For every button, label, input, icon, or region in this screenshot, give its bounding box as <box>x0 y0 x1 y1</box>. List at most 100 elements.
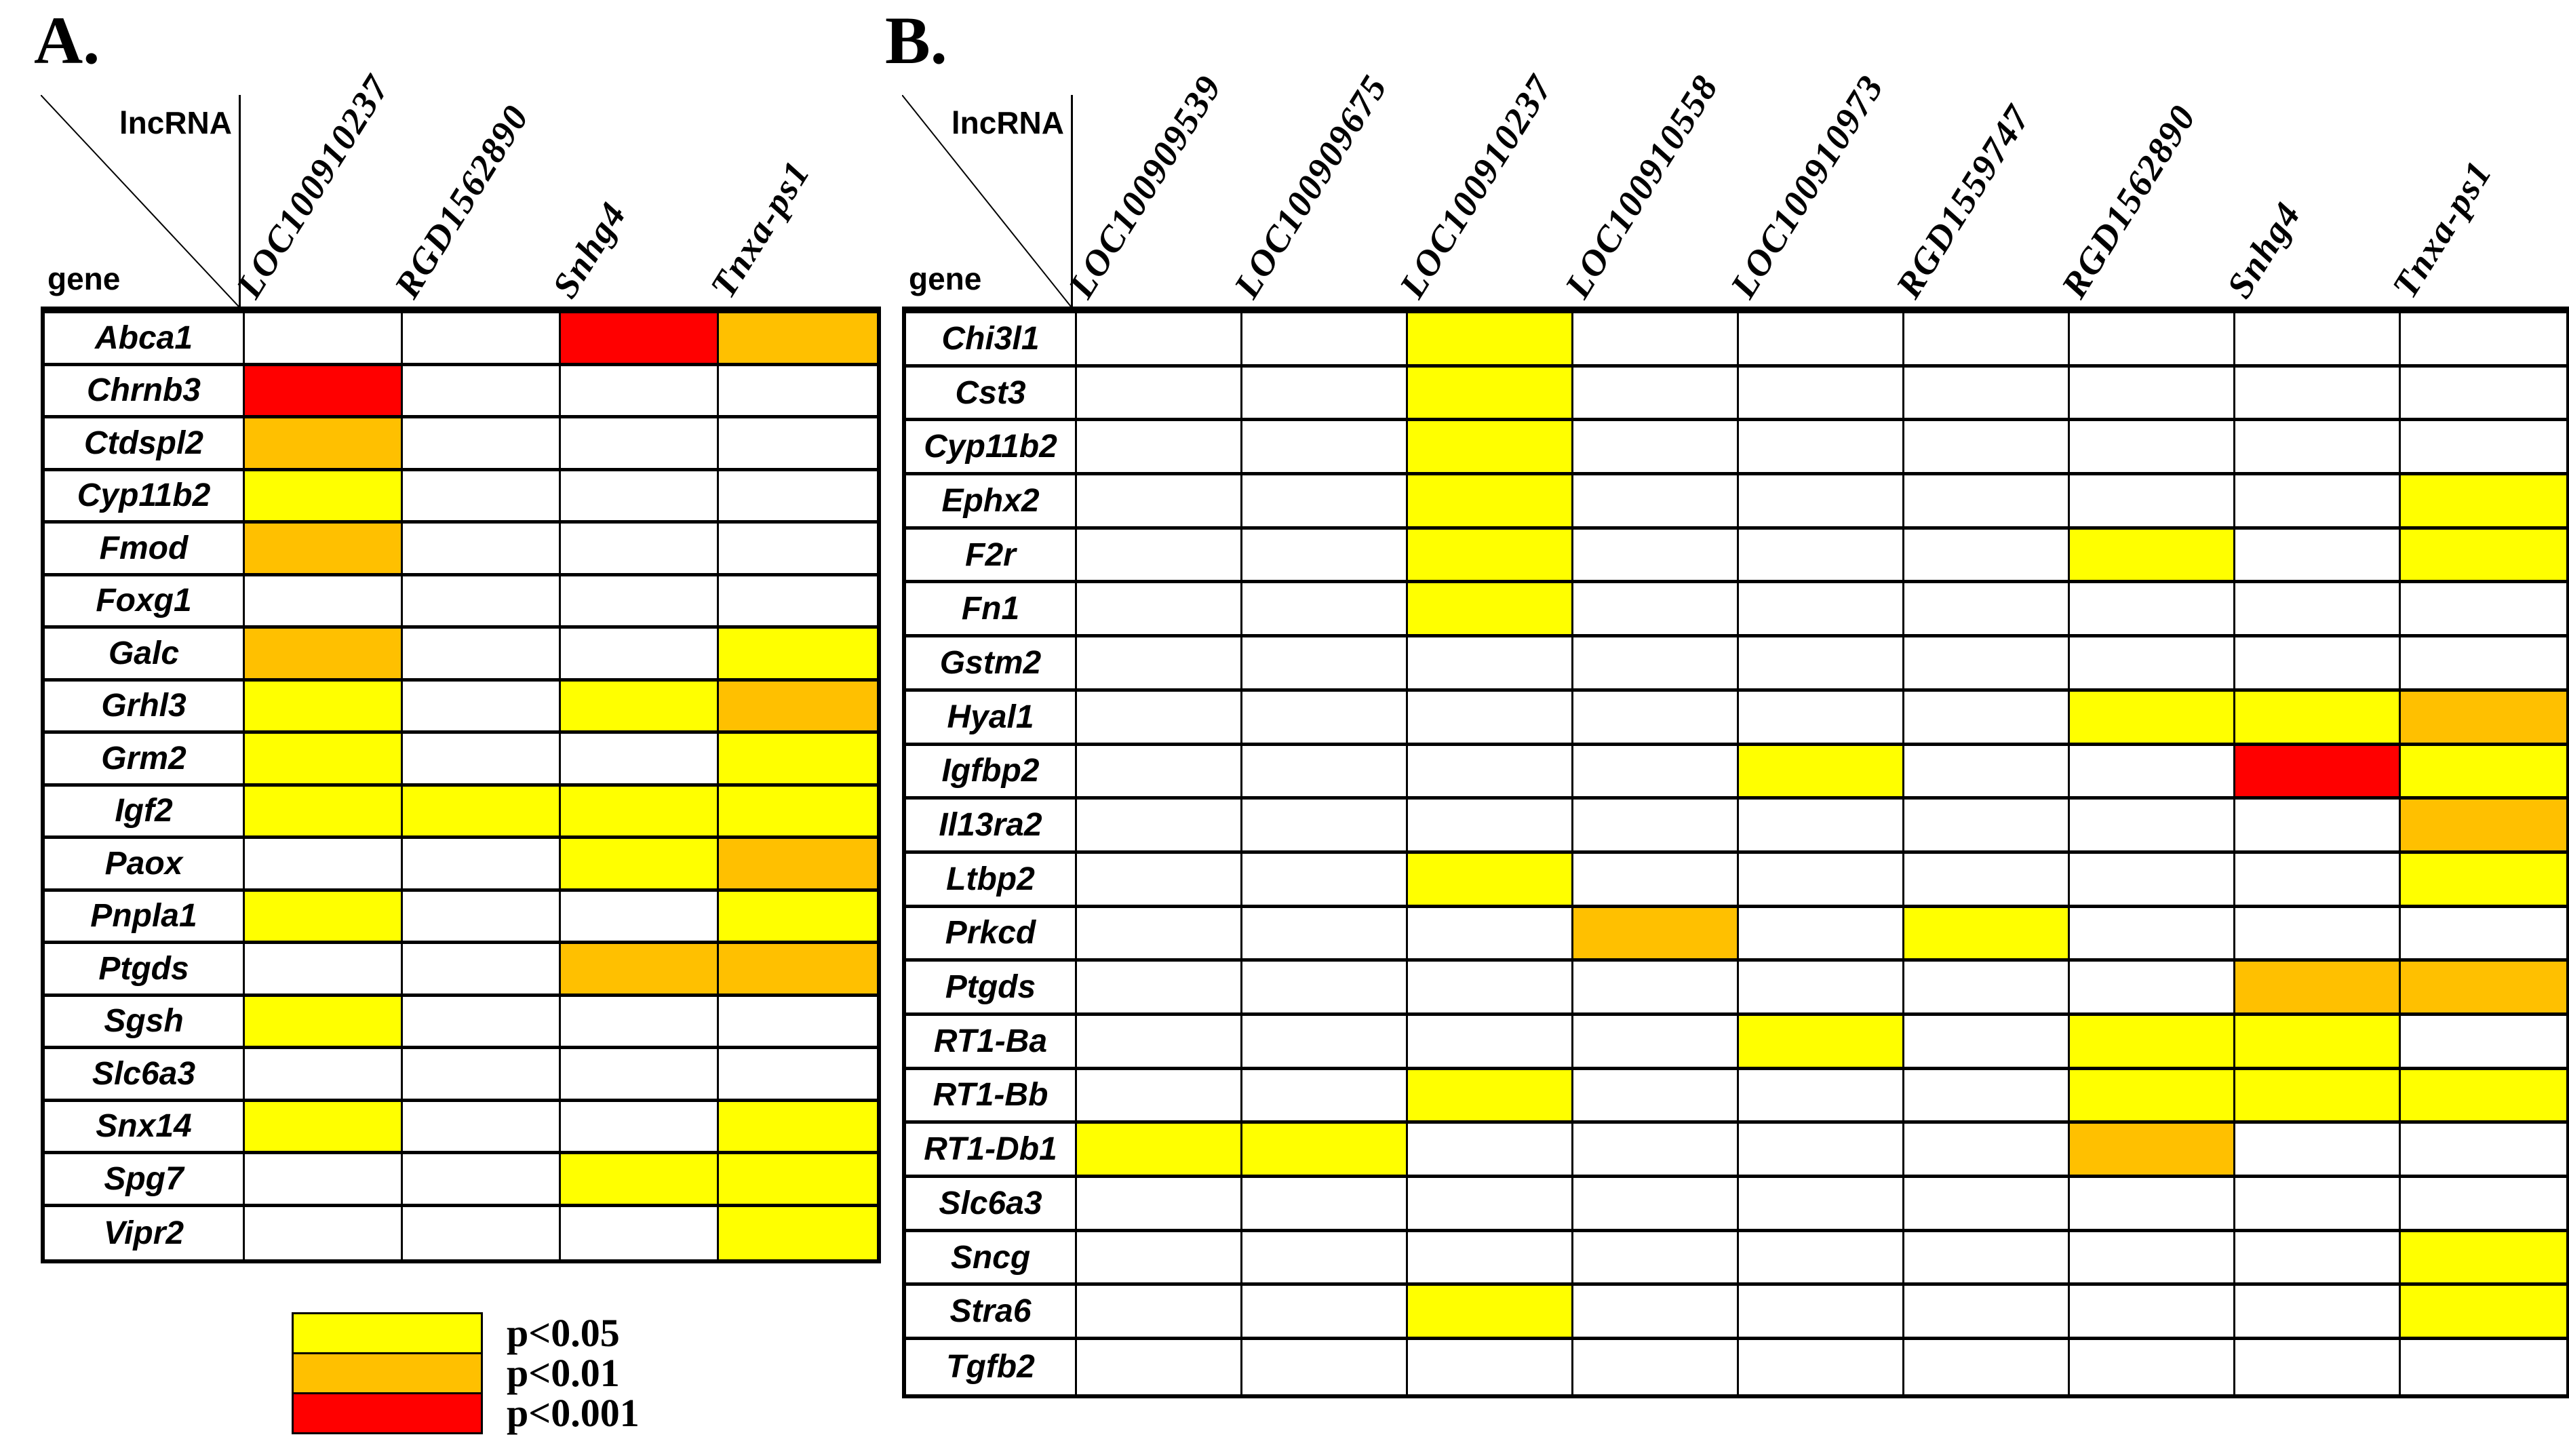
heatmap-cell <box>1573 583 1739 638</box>
heatmap-cell <box>1739 1178 1904 1232</box>
heatmap-cell <box>561 313 719 366</box>
heatmap-cell <box>403 524 561 576</box>
heatmap-cell <box>2070 907 2235 962</box>
table-row: Ctdspl2 <box>45 418 877 471</box>
heatmap-cell <box>1904 1340 2070 1394</box>
heatmap-cell <box>719 786 877 839</box>
gene-name-cell: Ctdspl2 <box>45 418 245 471</box>
gene-name-cell: Paox <box>45 839 245 892</box>
heatmap-cell <box>1242 1340 1408 1394</box>
column-header-loc100909675: LOC100909675 <box>1225 67 1396 305</box>
heatmap-cell <box>1242 853 1408 908</box>
heatmap-cell <box>1408 583 1573 638</box>
heatmap-cell <box>403 681 561 734</box>
heatmap-cell <box>2070 745 2235 800</box>
heatmap-cell <box>561 996 719 1049</box>
heatmap-cell <box>1242 745 1408 800</box>
gene-name-cell: Igf2 <box>45 786 245 839</box>
heatmap-cell <box>719 734 877 787</box>
table-row: Cst3 <box>906 367 2566 422</box>
legend-item-label: p<0.01 <box>507 1351 620 1395</box>
heatmap-cell <box>1077 1286 1242 1341</box>
heatmap-cell <box>245 1101 403 1154</box>
heatmap-cell <box>561 524 719 576</box>
heatmap-cell <box>245 839 403 892</box>
heatmap-cell <box>1739 1069 1904 1124</box>
heatmap-cell <box>2070 367 2235 422</box>
heatmap-cell <box>245 1154 403 1207</box>
gene-name-cell: RT1-Bb <box>906 1069 1077 1124</box>
heatmap-cell <box>1242 1232 1408 1286</box>
heatmap-cell <box>1904 421 2070 476</box>
heatmap-cell <box>1408 529 1573 584</box>
heatmap-cell <box>1904 1178 2070 1232</box>
heatmap-cell <box>245 734 403 787</box>
heatmap-cell <box>1904 1286 2070 1341</box>
heatmap-cell <box>2070 1124 2235 1178</box>
table-row: Ptgds <box>906 962 2566 1016</box>
gene-name-cell: Ptgds <box>906 962 1077 1016</box>
column-header-loc100910237: LOC100910237 <box>1391 67 1561 305</box>
heatmap-cell <box>1904 962 2070 1016</box>
heatmap-cell <box>1573 1178 1739 1232</box>
heatmap-cell <box>2401 475 2566 530</box>
heatmap-cell <box>245 996 403 1049</box>
heatmap-cell <box>1408 421 1573 476</box>
gene-name-cell: Chrnb3 <box>45 366 245 418</box>
heatmap-cell <box>403 366 561 418</box>
heatmap-cell <box>1242 962 1408 1016</box>
table-row: Slc6a3 <box>906 1178 2566 1232</box>
legend-item: p<0.001 <box>292 1392 640 1434</box>
gene-name-cell: Abca1 <box>45 313 245 366</box>
heatmap-cell <box>245 1206 403 1259</box>
legend-swatch-p05 <box>292 1312 483 1354</box>
heatmap-cell <box>1408 800 1573 854</box>
heatmap-cell <box>1573 1124 1739 1178</box>
legend-swatch-p01 <box>292 1352 483 1394</box>
table-row: F2r <box>906 529 2566 584</box>
heatmap-cell <box>245 313 403 366</box>
heatmap-cell <box>2235 962 2401 1016</box>
heatmap-cell <box>719 1206 877 1259</box>
heatmap-cell <box>1408 367 1573 422</box>
heatmap-cell <box>1077 1069 1242 1124</box>
heatmap-cell <box>245 629 403 682</box>
heatmap-cell <box>1408 637 1573 692</box>
heatmap-cell <box>403 786 561 839</box>
heatmap-cell <box>561 471 719 524</box>
heatmap-cell <box>561 734 719 787</box>
heatmap-cell <box>2235 1124 2401 1178</box>
heatmap-cell <box>1077 691 1242 746</box>
table-row: Grhl3 <box>45 681 877 734</box>
table-row: Sgsh <box>45 996 877 1049</box>
heatmap-cell <box>2070 1015 2235 1070</box>
heatmap-cell <box>1408 1015 1573 1070</box>
heatmap-cell <box>1242 529 1408 584</box>
heatmap-cell <box>1408 907 1573 962</box>
table-row: Tgfb2 <box>906 1340 2566 1394</box>
heatmap-cell <box>561 891 719 944</box>
table-row: Ltbp2 <box>906 853 2566 908</box>
heatmap-cell <box>1573 637 1739 692</box>
table-row: Sncg <box>906 1232 2566 1286</box>
gene-name-cell: Prkcd <box>906 907 1077 962</box>
heatmap-cell <box>1573 529 1739 584</box>
panel-b-header-corner: lncRNA gene <box>902 95 1073 307</box>
heatmap-cell <box>561 576 719 629</box>
table-row: Slc6a3 <box>45 1049 877 1102</box>
heatmap-cell <box>1242 1178 1408 1232</box>
heatmap-cell <box>561 944 719 997</box>
heatmap-cell <box>2401 1340 2566 1394</box>
heatmap-cell <box>2070 1286 2235 1341</box>
heatmap-cell <box>245 471 403 524</box>
heatmap-cell <box>245 576 403 629</box>
heatmap-cell <box>1739 583 1904 638</box>
heatmap-cell <box>719 418 877 471</box>
gene-name-cell: Spg7 <box>45 1154 245 1207</box>
heatmap-cell <box>2070 800 2235 854</box>
heatmap-cell <box>403 734 561 787</box>
table-row: Fn1 <box>906 583 2566 638</box>
heatmap-cell <box>1739 691 1904 746</box>
heatmap-cell <box>1077 1124 1242 1178</box>
heatmap-cell <box>2235 637 2401 692</box>
